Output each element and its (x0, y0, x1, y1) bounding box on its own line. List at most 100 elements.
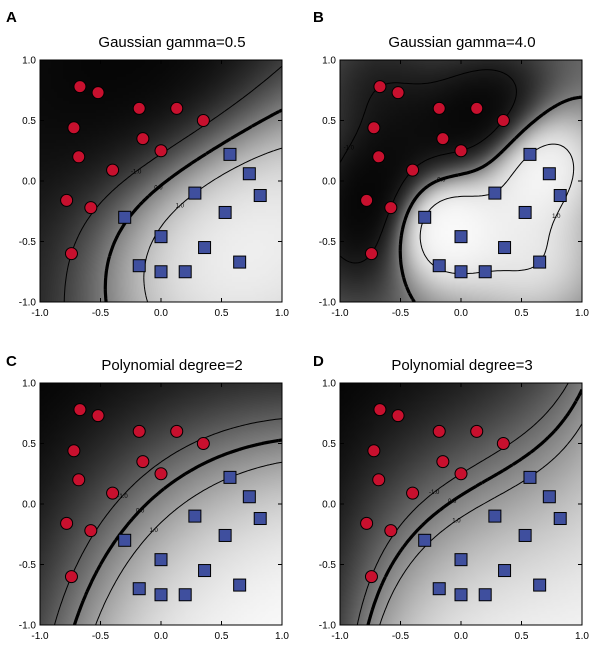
point-pos-b-8 (543, 168, 555, 180)
panel-c-title: Polynomial degree=2 (101, 357, 242, 374)
panel-a-title: Gaussian gamma=0.5 (98, 34, 245, 51)
point-pos-a-10 (219, 206, 231, 218)
x-tick-label-d-2: 0.0 (454, 631, 468, 642)
point-pos-b-4 (479, 266, 491, 278)
point-pos-a-5 (189, 187, 201, 199)
point-neg-c-5 (197, 438, 209, 450)
point-neg-b-7 (407, 164, 419, 176)
point-neg-b-10 (361, 194, 373, 206)
point-pos-c-9 (254, 513, 266, 525)
x-tick-label-a-2: 0.0 (154, 308, 168, 319)
point-neg-c-1 (92, 410, 104, 422)
point-neg-c-4 (171, 425, 183, 437)
point-pos-d-6 (499, 565, 511, 577)
panel-letter-d: D (313, 353, 324, 370)
point-pos-c-11 (234, 579, 246, 591)
panel-b: -1.0 0.0 1.0 -1.0 -0.5 0.0 0.5 1.0 -1.0 -0.5 0.0 0.… (313, 9, 589, 319)
point-neg-b-2 (368, 122, 380, 134)
point-neg-a-8 (137, 133, 149, 145)
x-tick-label-d-1: -0.5 (392, 631, 410, 642)
panel-c: -1.0 0.0 1.0 -1.0 -0.5 0.0 0.5 1.0 -1.0 -0.5 0.0 0.… (6, 353, 289, 642)
point-neg-c-10 (61, 517, 73, 529)
contour-label-c-2: 1.0 (150, 528, 159, 534)
y-tick-label-d-0: -1.0 (319, 621, 337, 632)
x-tick-label-a-0: -1.0 (31, 308, 49, 319)
point-pos-a-6 (199, 242, 211, 254)
point-neg-d-10 (361, 517, 373, 529)
y-tick-label-a-3: 0.5 (22, 116, 36, 127)
point-neg-c-6 (73, 474, 85, 486)
point-pos-a-3 (155, 266, 167, 278)
point-neg-b-5 (497, 115, 509, 127)
contour-label-d-1: 0.0 (448, 499, 457, 505)
point-neg-d-2 (368, 445, 380, 457)
x-tick-label-c-0: -1.0 (31, 631, 49, 642)
point-neg-a-3 (133, 102, 145, 114)
point-neg-c-3 (133, 425, 145, 437)
x-tick-label-c-4: 1.0 (275, 631, 289, 642)
point-pos-d-3 (455, 589, 467, 601)
point-neg-a-5 (197, 115, 209, 127)
point-neg-d-9 (455, 468, 467, 480)
point-neg-d-7 (407, 487, 419, 499)
point-pos-c-6 (199, 565, 211, 577)
point-neg-d-12 (365, 571, 377, 583)
point-neg-c-8 (137, 456, 149, 468)
panel-letter-a: A (6, 9, 17, 26)
panel-letter-b: B (313, 9, 324, 26)
point-pos-b-6 (499, 242, 511, 254)
point-neg-a-4 (171, 102, 183, 114)
point-neg-c-0 (74, 404, 86, 416)
y-tick-label-d-1: -0.5 (319, 560, 337, 571)
y-tick-label-c-0: -1.0 (19, 621, 37, 632)
point-neg-d-8 (437, 456, 449, 468)
point-pos-a-8 (243, 168, 255, 180)
point-neg-c-12 (65, 571, 77, 583)
panel-d: -1.00.01.0-1.0 -0.5 0.0 0.5 1.0-1.0-0.50.00.… (313, 353, 589, 642)
x-tick-label-c-3: 0.5 (215, 631, 229, 642)
y-tick-label-b-0: -1.0 (319, 298, 337, 309)
point-pos-c-0 (119, 534, 131, 546)
point-neg-a-11 (85, 202, 97, 214)
y-tick-label-d-3: 0.5 (322, 439, 336, 450)
panel-letter-c: C (6, 353, 17, 370)
point-pos-a-0 (119, 211, 131, 223)
x-tick-label-c-2: 0.0 (154, 631, 168, 642)
point-neg-d-5 (497, 438, 509, 450)
point-pos-c-4 (179, 589, 191, 601)
point-pos-d-11 (534, 579, 546, 591)
point-neg-a-7 (107, 164, 119, 176)
point-pos-b-10 (519, 206, 531, 218)
point-neg-b-8 (437, 133, 449, 145)
point-pos-c-8 (243, 491, 255, 503)
point-pos-c-3 (155, 589, 167, 601)
point-neg-d-6 (373, 474, 385, 486)
point-neg-d-0 (374, 404, 386, 416)
x-tick-label-a-4: 1.0 (275, 308, 289, 319)
contour-label-d-0: -1.0 (429, 490, 440, 496)
point-pos-b-0 (419, 211, 431, 223)
point-neg-c-7 (107, 487, 119, 499)
point-pos-a-1 (155, 231, 167, 243)
point-pos-a-2 (133, 260, 145, 272)
point-neg-d-4 (471, 425, 483, 437)
contour-label-a-0: -1.0 (131, 169, 142, 175)
panel-a: -1.00.01.0-1.0 -0.5 0.0 0.5 1.0-1.0-0.50.00.… (6, 9, 289, 319)
contour-label-c-0: -1.0 (117, 494, 128, 500)
contour-label-b-2: 1.0 (552, 214, 561, 220)
figure: -1.0 0.0 1.0 -1.0 -0.5 0.0 0.5 1.0 -1.0 -0.5 0.0 0.… (0, 0, 600, 665)
point-pos-c-1 (155, 554, 167, 566)
point-neg-d-3 (433, 425, 445, 437)
x-tick-label-a-1: -0.5 (92, 308, 110, 319)
point-pos-b-11 (534, 256, 546, 268)
point-pos-d-1 (455, 554, 467, 566)
point-pos-d-0 (419, 534, 431, 546)
point-pos-b-3 (455, 266, 467, 278)
contour-label-b-0: -1.0 (344, 145, 355, 151)
y-tick-label-c-2: 0.0 (22, 500, 36, 511)
x-tick-label-b-2: 0.0 (454, 308, 468, 319)
point-neg-d-11 (385, 525, 397, 537)
point-pos-b-7 (524, 148, 536, 160)
point-neg-c-9 (155, 468, 167, 480)
point-pos-b-1 (455, 231, 467, 243)
